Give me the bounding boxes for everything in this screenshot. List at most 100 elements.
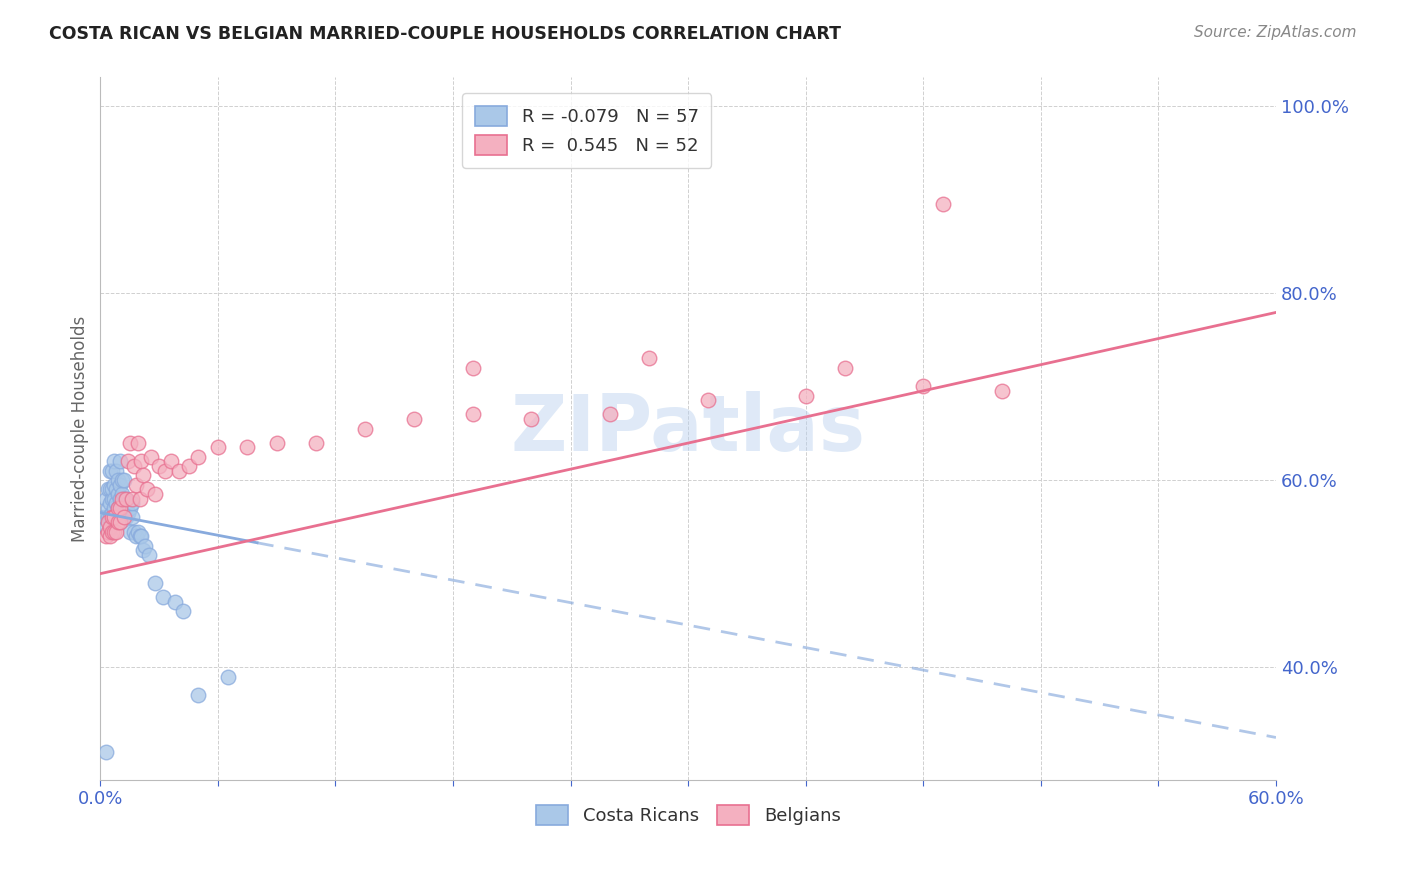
Point [97,524,120,539]
Point [114,510,136,524]
Point [101,506,124,520]
Point [131,529,153,543]
Point [124,529,146,543]
Point [118,501,141,516]
Point [128,529,150,543]
Point [112,473,135,487]
Point [107,487,129,501]
Point [96,529,118,543]
Point [127,524,149,539]
Point [136,483,159,497]
Point [108,477,131,491]
Point [114,491,136,506]
Point [132,543,155,558]
Point [107,501,129,516]
Point [98,483,121,497]
Point [141,450,163,464]
Point [187,689,209,703]
Point [103,454,125,468]
Point [124,477,146,491]
Point [101,524,124,539]
Point [97,501,120,516]
Point [461,408,484,422]
Point [152,590,174,604]
Point [105,464,128,478]
Point [153,464,176,478]
Point [402,412,425,426]
Point [108,515,131,529]
Legend: Costa Ricans, Belgians: Costa Ricans, Belgians [527,796,849,834]
Point [117,496,139,510]
Point [101,483,124,497]
Point [97,483,120,497]
Point [912,379,935,393]
Text: COSTA RICAN VS BELGIAN MARRIED-COUPLE HOUSEHOLDS CORRELATION CHART: COSTA RICAN VS BELGIAN MARRIED-COUPLE HO… [49,25,841,43]
Point [108,454,131,468]
Point [117,454,139,468]
Point [148,458,170,473]
Point [105,496,128,510]
Point [121,510,143,524]
Point [217,670,239,684]
Point [96,520,118,534]
Point [599,408,621,422]
Point [93,510,115,524]
Point [111,473,134,487]
Point [990,384,1012,398]
Point [112,491,135,506]
Point [143,487,166,501]
Point [932,197,955,211]
Point [103,477,125,491]
Point [98,464,121,478]
Point [105,483,128,497]
Y-axis label: Married-couple Households: Married-couple Households [72,316,89,541]
Point [461,360,484,375]
Point [101,510,124,524]
Point [131,454,153,468]
Point [177,458,200,473]
Point [160,454,183,468]
Point [266,435,288,450]
Point [111,487,134,501]
Point [96,491,118,506]
Point [111,501,134,516]
Point [794,389,817,403]
Point [98,510,121,524]
Point [107,501,129,516]
Point [107,515,129,529]
Point [97,515,120,529]
Point [108,491,131,506]
Point [107,473,129,487]
Point [132,468,155,483]
Point [112,506,135,520]
Point [103,510,125,524]
Point [103,501,125,516]
Point [103,524,125,539]
Point [696,393,718,408]
Point [98,529,121,543]
Point [167,464,190,478]
Text: ZIPatlas: ZIPatlas [510,391,866,467]
Point [98,496,121,510]
Point [520,412,543,426]
Point [101,464,124,478]
Point [114,491,136,506]
Point [108,501,131,516]
Point [97,510,120,524]
Point [207,440,229,454]
Point [122,524,145,539]
Point [118,435,141,450]
Point [108,501,131,516]
Point [105,524,128,539]
Point [172,604,194,618]
Point [98,520,121,534]
Point [112,510,135,524]
Point [305,435,328,450]
Text: Source: ZipAtlas.com: Source: ZipAtlas.com [1194,25,1357,40]
Point [118,524,141,539]
Point [117,506,139,520]
Point [138,548,160,562]
Point [354,421,377,435]
Point [121,496,143,510]
Point [103,491,125,506]
